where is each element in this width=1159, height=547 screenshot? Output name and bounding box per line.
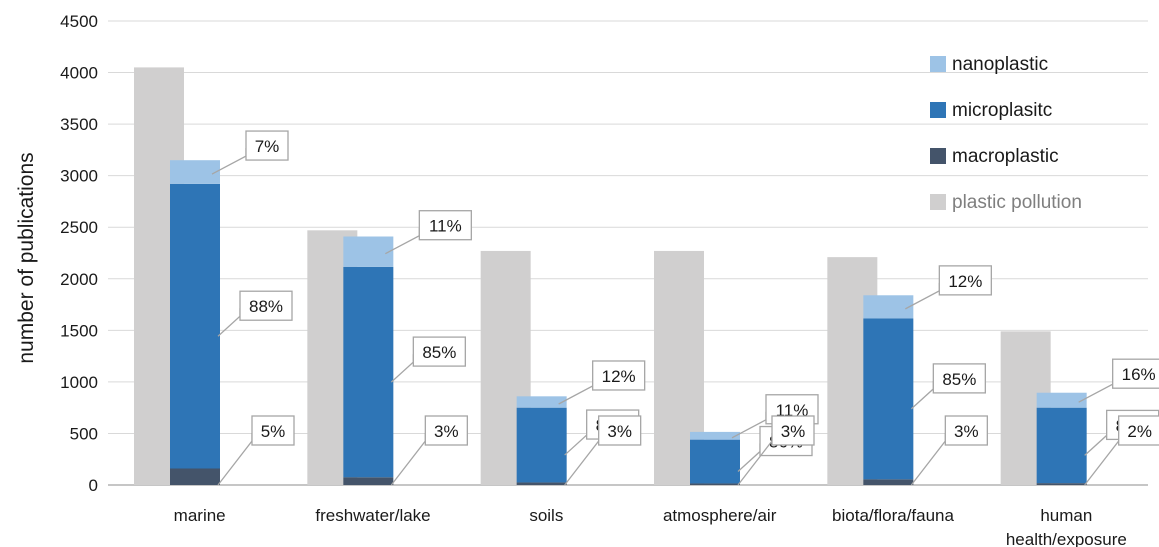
callout-text: 11% bbox=[429, 217, 462, 236]
callout-text: 12% bbox=[948, 272, 982, 291]
callout-macroplastic: 3% bbox=[737, 415, 815, 486]
x-category-label-line2: health/exposure bbox=[1006, 530, 1127, 547]
y-tick-label: 3500 bbox=[60, 115, 98, 134]
y-tick-label: 1000 bbox=[60, 373, 98, 392]
callout-text: 11% bbox=[776, 401, 809, 420]
callout-nanoplastic: 12% bbox=[905, 265, 992, 310]
legend-swatch bbox=[930, 56, 946, 72]
callout-text: 2% bbox=[1127, 422, 1152, 441]
bar-nanoplastic bbox=[343, 236, 394, 267]
y-tick-labels: 0 500 1000 1500 2000 2500 3000 3500 4000 4500 bbox=[60, 12, 98, 495]
legend-swatch bbox=[930, 148, 946, 164]
callout-text: 16% bbox=[1122, 365, 1156, 384]
legend-label: microplasitc bbox=[952, 100, 1052, 121]
callout-nanoplastic: 7% bbox=[211, 130, 289, 175]
callout-nanoplastic: 12% bbox=[558, 360, 646, 405]
y-tick-label: 1500 bbox=[60, 321, 98, 340]
callout-text: 3% bbox=[781, 422, 806, 441]
callout-text: 3% bbox=[434, 422, 459, 441]
legend-label: plastic pollution bbox=[952, 192, 1082, 213]
callout-text: 85% bbox=[422, 343, 456, 362]
callout-macroplastic: 2% bbox=[1084, 415, 1159, 486]
bar-microplasitc bbox=[170, 183, 220, 469]
legend-item: nanoplastic bbox=[930, 54, 1048, 75]
bar-microplasitc bbox=[1036, 407, 1087, 484]
bars bbox=[134, 67, 1087, 486]
legend-swatch bbox=[930, 102, 946, 118]
percentage-callouts: 7%88%5%11%85%3%12%86%3%11%86%3%12%85%3%1… bbox=[211, 130, 1159, 486]
legend: nanoplastic microplasitc macroplastic plast… bbox=[930, 54, 1082, 213]
x-category-label: soils bbox=[529, 506, 563, 525]
bar-macroplastic bbox=[1036, 483, 1087, 485]
y-axis-label: number of publications bbox=[15, 152, 38, 363]
y-tick-label: 0 bbox=[89, 476, 98, 495]
callout-text: 12% bbox=[602, 367, 636, 386]
callout-text: 7% bbox=[255, 137, 280, 156]
x-category-label: human bbox=[1040, 506, 1092, 525]
callout-text: 3% bbox=[607, 422, 632, 441]
bar-nanoplastic bbox=[690, 431, 740, 440]
x-category-label: biota/flora/fauna bbox=[832, 506, 954, 525]
bar-nanoplastic bbox=[170, 160, 220, 184]
x-category-label: freshwater/lake bbox=[315, 506, 430, 525]
bar-nanoplastic bbox=[516, 396, 567, 408]
legend-label: nanoplastic bbox=[952, 54, 1048, 75]
callout-macroplastic: 5% bbox=[217, 415, 295, 486]
legend-label: macroplastic bbox=[952, 146, 1059, 167]
callout-microplasitc: 85% bbox=[390, 336, 466, 383]
bar-nanoplastic bbox=[863, 295, 914, 319]
y-tick-label: 2000 bbox=[60, 270, 98, 289]
bar-macroplastic bbox=[690, 483, 740, 485]
bar-microplasitc bbox=[863, 318, 914, 480]
callout-text: 3% bbox=[954, 422, 979, 441]
callout-macroplastic: 3% bbox=[390, 415, 468, 486]
bar-microplasitc bbox=[343, 266, 394, 478]
callout-nanoplastic: 16% bbox=[1078, 358, 1159, 403]
y-tick-label: 4500 bbox=[60, 12, 98, 31]
callout-macroplastic: 3% bbox=[564, 415, 642, 486]
y-tick-label: 4000 bbox=[60, 64, 98, 83]
y-tick-label: 3000 bbox=[60, 167, 98, 186]
callout-text: 85% bbox=[942, 370, 976, 389]
callout-microplasitc: 85% bbox=[910, 363, 986, 410]
callout-text: 88% bbox=[249, 297, 283, 316]
y-tick-label: 2500 bbox=[60, 218, 98, 237]
y-tick-label: 500 bbox=[70, 424, 98, 443]
bar-microplasitc bbox=[516, 407, 567, 483]
bar-macroplastic bbox=[343, 477, 394, 485]
bar-macroplastic bbox=[170, 468, 220, 485]
legend-item: plastic pollution bbox=[930, 192, 1082, 213]
callout-text: 5% bbox=[261, 422, 286, 441]
bar-macroplastic bbox=[863, 479, 914, 485]
callout-nanoplastic: 11% bbox=[385, 210, 472, 255]
legend-item: microplasitc bbox=[930, 100, 1052, 121]
bar-macroplastic bbox=[516, 482, 567, 485]
x-category-labels: marine freshwater/lake soils atmosphere/air… bbox=[174, 506, 1127, 547]
bar-microplasitc bbox=[690, 439, 740, 484]
legend-swatch bbox=[930, 194, 946, 210]
x-category-label: atmosphere/air bbox=[663, 506, 777, 525]
callout-macroplastic: 3% bbox=[910, 415, 988, 486]
x-category-label: marine bbox=[174, 506, 226, 525]
legend-item: macroplastic bbox=[930, 146, 1059, 167]
callout-microplasitc: 88% bbox=[217, 290, 293, 337]
bar-nanoplastic bbox=[1036, 392, 1087, 408]
